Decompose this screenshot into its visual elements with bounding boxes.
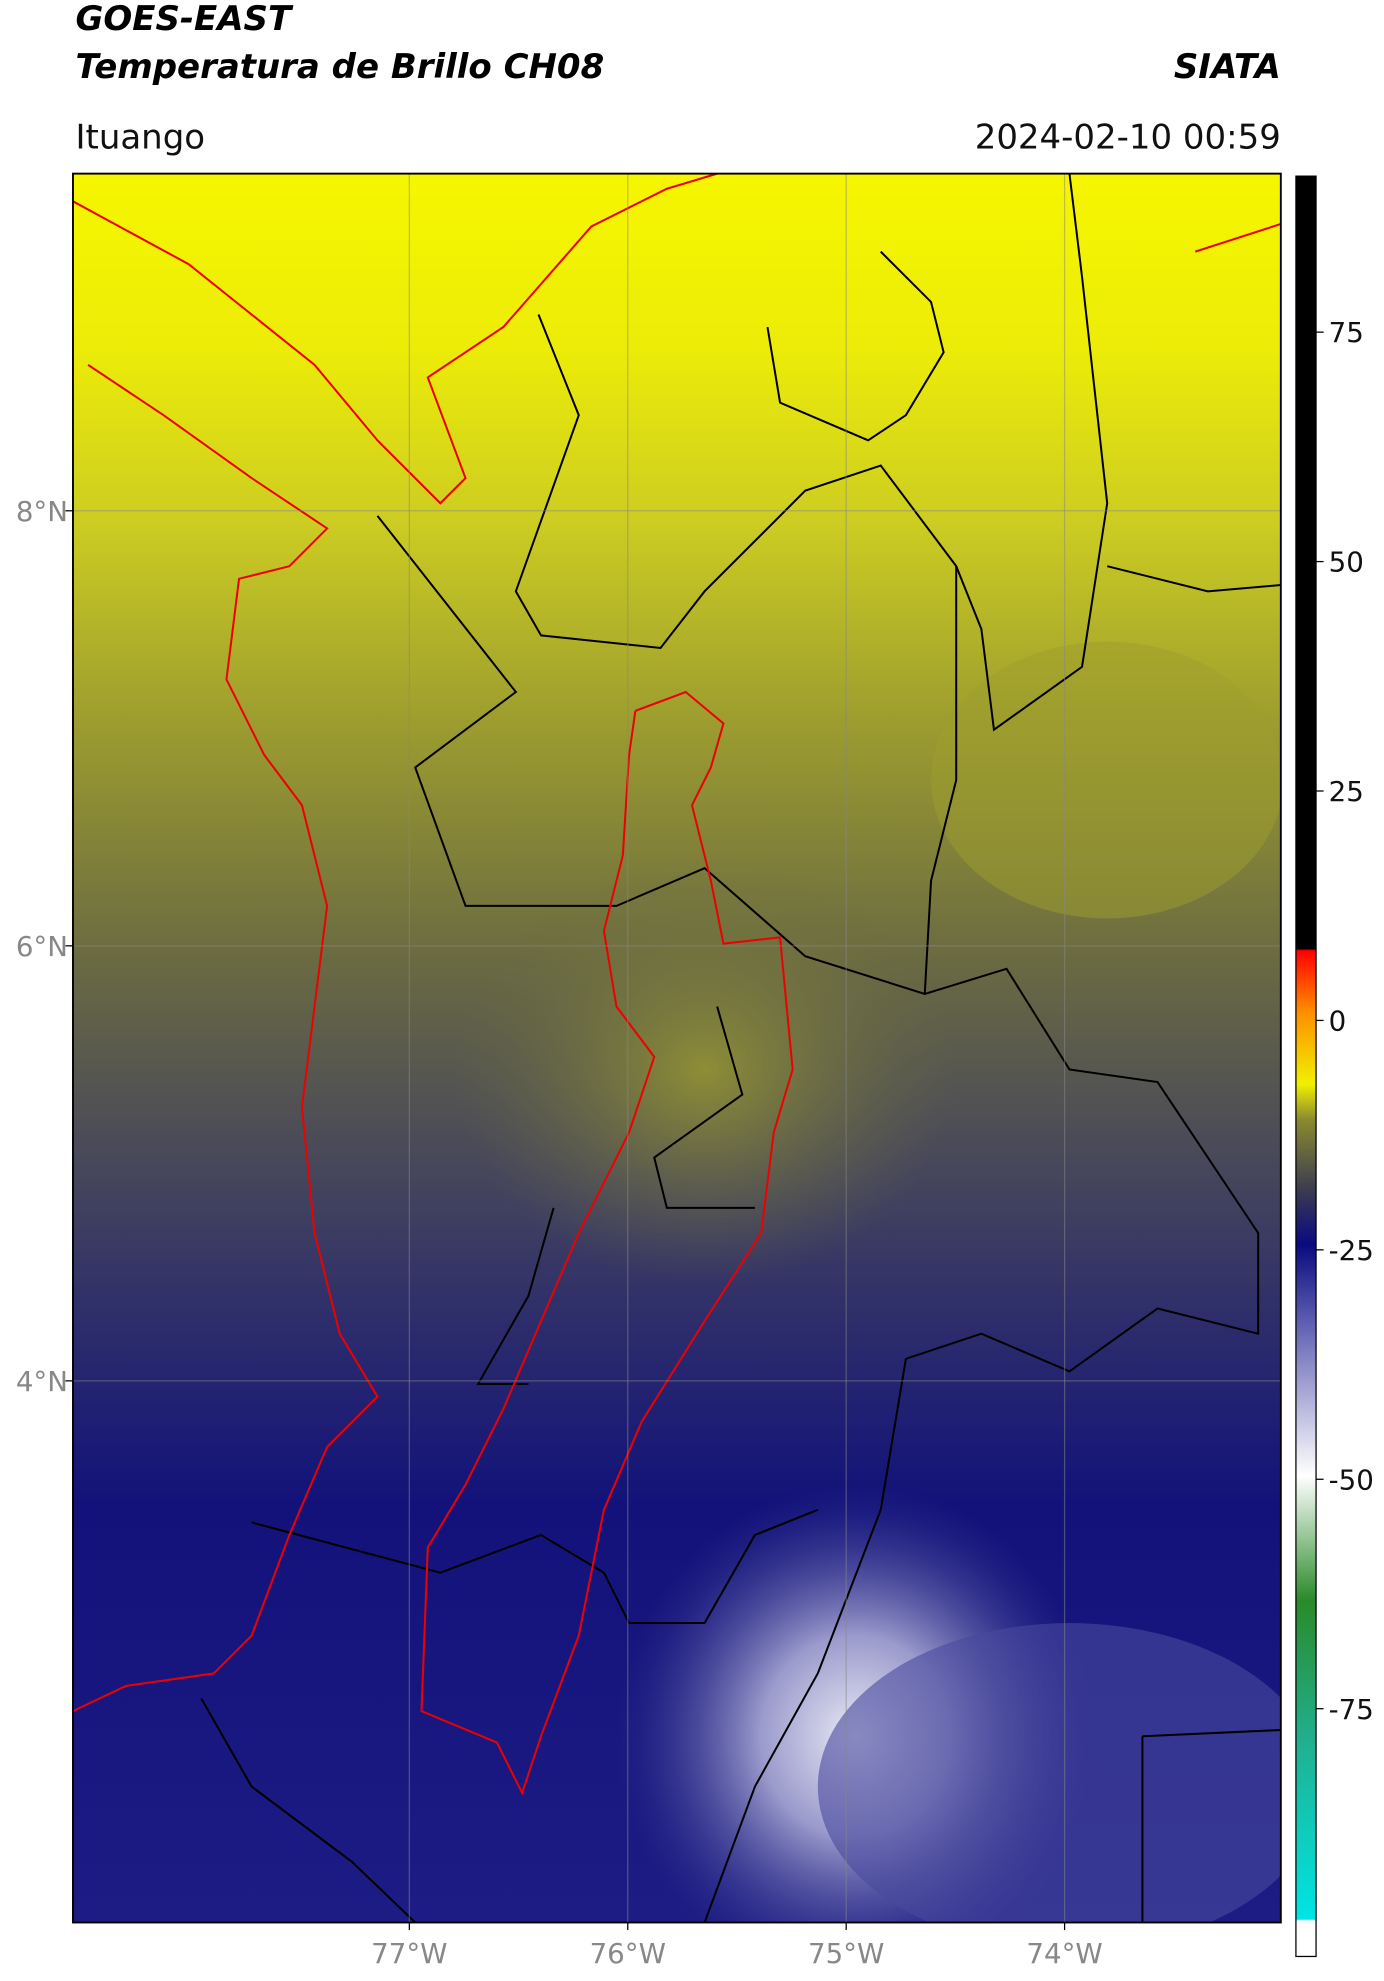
lat-label: 6°N <box>16 930 68 963</box>
datetime: 2024-02-10 00:59 <box>975 117 1281 157</box>
lon-label: 77°W <box>371 1937 447 1970</box>
grid: 8°N 6°N 4°N 77°W 76°W 75°W 74°W <box>16 173 1281 1970</box>
colorbar-label: 75 <box>1329 316 1364 349</box>
lat-label: 8°N <box>16 495 68 528</box>
warm-area <box>452 855 957 1284</box>
location: Ituango <box>75 117 205 157</box>
cold-cloud <box>817 1623 1281 1923</box>
colorbar-label: 25 <box>1329 775 1364 808</box>
map-frame <box>72 172 1282 1924</box>
lon-label: 75°W <box>808 1937 884 1970</box>
warm-area <box>931 641 1281 919</box>
colorbar-label: -50 <box>1329 1463 1374 1496</box>
colorbar-label: 0 <box>1329 1004 1347 1037</box>
colorbar-ticks: 75 50 25 0 -25 -50 -75 <box>1316 316 1374 1726</box>
colorbar <box>1295 175 1317 1958</box>
title: GOES-EAST <box>75 0 293 39</box>
lon-label: 76°W <box>590 1937 666 1970</box>
borders <box>200 173 1281 1923</box>
coastline-and-region <box>72 173 1281 1796</box>
source: SIATA <box>1174 47 1281 87</box>
colorbar-label: -75 <box>1329 1693 1374 1726</box>
map <box>72 173 1281 1923</box>
subtitle: Temperatura de Brillo CH08 <box>75 47 604 87</box>
colorbar-label: 50 <box>1329 546 1364 579</box>
lat-label: 4°N <box>16 1365 68 1398</box>
colorbar-label: -25 <box>1329 1234 1374 1267</box>
lon-label: 74°W <box>1026 1937 1102 1970</box>
